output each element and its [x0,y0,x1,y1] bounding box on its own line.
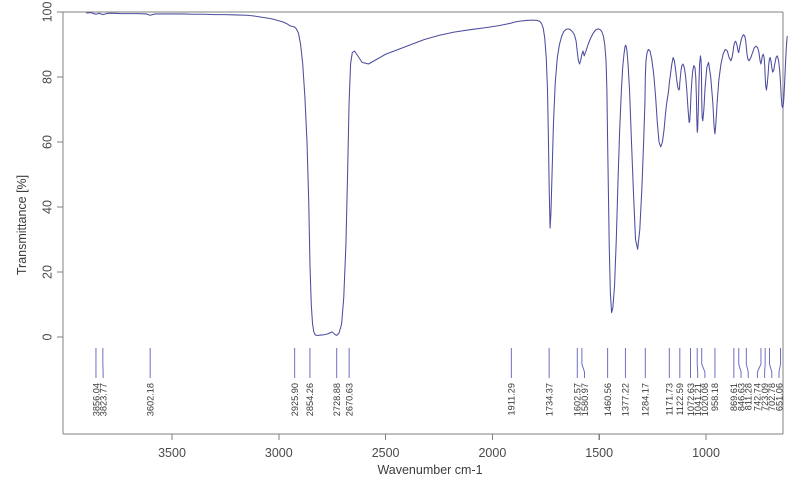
peak-label: 2728.88 [332,383,342,416]
peak-label: 958.18 [710,383,720,411]
y-tick-label: 80 [40,70,54,84]
peak-label: 1580.97 [580,383,590,416]
peak-label: 846.63 [736,383,746,411]
peak-label: 723.09 [760,383,770,411]
peak-label: 3823.77 [98,383,108,416]
peak-leader-line [581,348,585,378]
peak-leader-line [738,348,742,378]
y-tick-label: 0 [40,333,54,340]
x-axis-ticks: 3500 3000 2500 2000 1500 1000 [158,434,720,460]
peak-leader-line [778,348,782,378]
y-tick-label: 40 [40,200,54,214]
x-tick-label: 1000 [692,446,720,460]
peak-leader-line [745,348,749,378]
peak-leader-line [756,348,762,378]
peak-leader-line [701,348,706,378]
peak-leader-line [764,348,766,378]
y-axis-title: Transmittance [%] [15,175,29,275]
x-tick-label: 3500 [158,446,186,460]
plot-frame [62,11,784,435]
x-tick-label: 2500 [372,446,400,460]
x-tick-label: 1500 [585,446,613,460]
peak-label: 2670.63 [344,383,354,416]
peak-leader-line [768,348,773,378]
peak-label: 3602.18 [145,383,155,416]
peak-label: 1284.17 [641,383,651,416]
peak-label: 1122.59 [675,383,685,416]
peak-label: 1020.08 [700,383,710,416]
peak-label: 3856.04 [91,383,101,416]
peak-label: 702.78 [767,383,777,411]
y-tick-label: 100 [40,2,54,23]
peak-label: 1072.63 [686,383,696,416]
x-tick-label: 2000 [478,446,506,460]
y-axis-ticks: 0 20 40 60 80 100 [40,2,63,340]
spectrum-line [86,12,788,336]
peak-label: 742.74 [753,383,763,411]
y-tick-label: 60 [40,135,54,149]
peak-label: 2854.26 [305,383,315,416]
peak-label: 1041.21 [693,383,703,416]
peak-label: 2925.90 [290,383,300,416]
spectrum-trace [86,12,788,336]
peak-label: 1734.37 [544,383,554,416]
peak-label: 869.61 [729,383,739,411]
peak-label: 1377.22 [621,383,631,416]
peak-label: 1602.57 [573,383,583,416]
y-tick-label: 20 [40,265,54,279]
peak-label: 651.06 [774,383,784,411]
x-axis-title: Wavenumber cm-1 [377,463,482,477]
peak-label: 1460.56 [603,383,613,416]
peak-label: 1911.29 [507,383,517,416]
peak-label: 1171.73 [665,383,675,416]
x-tick-label: 3000 [265,446,293,460]
peak-label: 811.28 [744,383,754,410]
